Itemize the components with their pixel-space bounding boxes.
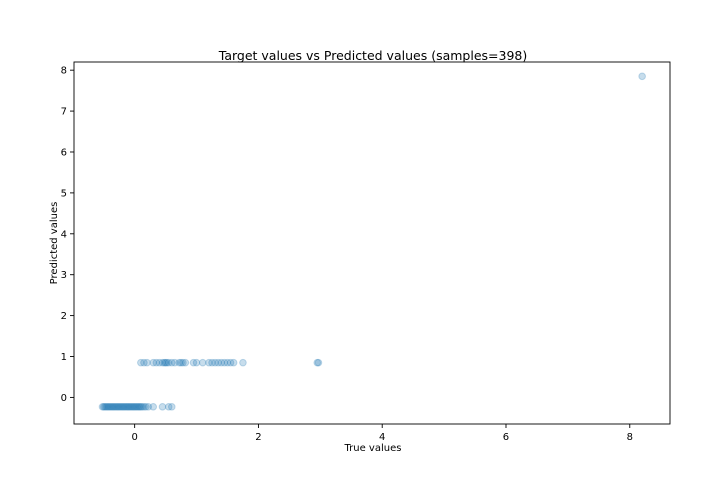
y-tick-label: 0 — [61, 393, 67, 404]
data-points — [98, 72, 646, 411]
x-axis: 0 2 4 6 8 — [131, 424, 633, 443]
data-point — [102, 403, 110, 411]
data-point — [179, 358, 187, 367]
x-tick-label: 0 — [131, 432, 137, 443]
data-point — [141, 403, 150, 411]
data-point — [192, 358, 201, 367]
data-point — [177, 358, 185, 367]
data-point — [123, 403, 132, 411]
data-point — [189, 358, 198, 367]
data-point — [111, 403, 119, 411]
data-point — [134, 403, 143, 411]
data-point — [220, 358, 229, 367]
data-point — [313, 358, 322, 367]
data-point — [214, 358, 222, 367]
data-point — [138, 403, 146, 411]
data-point — [128, 403, 136, 411]
data-point — [161, 358, 170, 367]
y-tick-label: 4 — [61, 229, 67, 240]
y-axis-label: Predicted values — [49, 202, 60, 285]
data-point — [133, 403, 141, 411]
data-point — [124, 403, 133, 411]
x-tick-label: 6 — [503, 432, 509, 443]
data-point — [120, 403, 129, 411]
data-point — [164, 403, 173, 411]
x-tick-label: 4 — [379, 432, 385, 443]
data-point — [109, 403, 118, 411]
data-point — [108, 403, 117, 411]
data-point — [106, 403, 114, 411]
data-point — [137, 358, 145, 367]
data-point — [127, 403, 135, 411]
data-point — [198, 358, 207, 367]
y-axis: 0 1 2 3 4 5 6 7 8 — [61, 66, 74, 404]
y-tick-label: 7 — [61, 107, 67, 118]
data-point — [155, 358, 164, 367]
data-point — [158, 403, 167, 411]
data-point — [149, 403, 158, 411]
data-point — [175, 358, 184, 367]
data-point — [160, 358, 169, 367]
data-point — [118, 403, 127, 411]
data-point — [125, 403, 134, 411]
y-tick-label: 3 — [61, 270, 67, 281]
data-point — [217, 358, 226, 367]
data-point — [99, 403, 108, 411]
data-point — [130, 403, 139, 411]
data-point — [119, 403, 128, 411]
data-point — [143, 358, 151, 367]
y-tick-label: 2 — [61, 311, 67, 322]
data-point — [211, 358, 219, 367]
data-point — [149, 358, 158, 367]
data-point — [208, 358, 216, 367]
data-point — [167, 403, 176, 411]
data-point — [135, 403, 144, 411]
data-point — [239, 358, 247, 367]
chart-title: Target values vs Predicted values (sampl… — [218, 48, 527, 63]
plot-frame — [73, 61, 671, 425]
data-point — [140, 403, 148, 411]
data-point — [122, 403, 130, 411]
data-point — [205, 358, 213, 367]
data-point — [181, 358, 190, 367]
data-point — [114, 403, 123, 411]
data-point — [167, 358, 176, 367]
data-point — [137, 403, 145, 411]
data-point — [171, 358, 179, 367]
data-point — [113, 403, 122, 411]
data-point — [638, 72, 646, 81]
data-point — [129, 403, 138, 411]
data-point — [152, 358, 161, 367]
data-point — [158, 358, 167, 367]
data-point — [140, 358, 148, 367]
x-tick-label: 8 — [627, 432, 633, 443]
data-point — [226, 358, 235, 367]
data-point — [314, 358, 323, 367]
data-point — [98, 403, 107, 411]
x-axis-label: True values — [344, 443, 402, 454]
x-tick-label: 2 — [255, 432, 261, 443]
data-point — [116, 403, 124, 411]
y-tick-label: 1 — [61, 352, 67, 363]
data-point — [104, 403, 113, 411]
data-point — [223, 358, 232, 367]
data-point — [107, 403, 115, 411]
data-point — [144, 403, 153, 411]
y-tick-label: 6 — [61, 147, 67, 158]
data-point — [164, 358, 173, 367]
data-point — [117, 403, 125, 411]
data-point — [229, 358, 238, 367]
data-point — [103, 403, 112, 411]
data-point — [132, 403, 140, 411]
y-tick-label: 5 — [61, 188, 67, 199]
data-point — [163, 358, 171, 367]
data-point — [101, 403, 109, 411]
y-tick-label: 8 — [61, 66, 67, 77]
data-point — [112, 403, 120, 411]
